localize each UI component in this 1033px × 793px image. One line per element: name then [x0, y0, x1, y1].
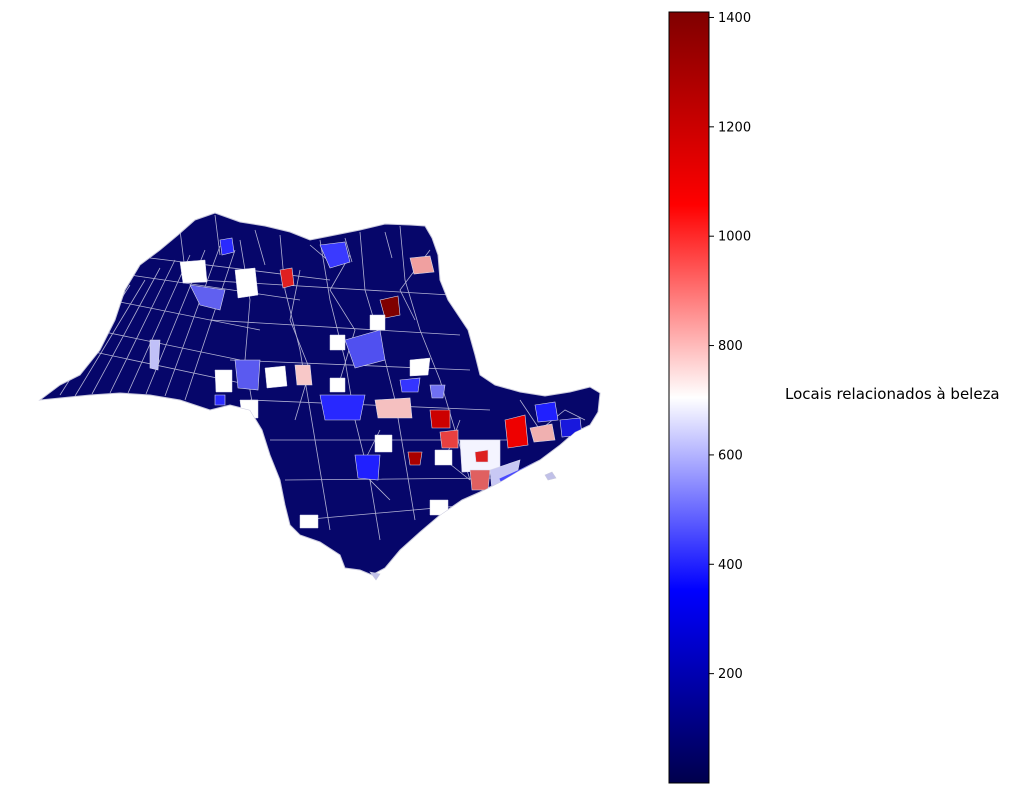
missing-data-areas: [179, 259, 453, 529]
colorbar-ticks: 200 400 600 800 1000 1200 1400: [709, 11, 751, 682]
colorbar-tick-label: 400: [718, 558, 743, 573]
coastal-fragments: [369, 471, 557, 581]
municipality-fills: [149, 237, 583, 491]
colorbar-tick-label: 1400: [718, 11, 751, 26]
colorbar-tick-label: 1200: [718, 120, 751, 135]
colorbar-tick-label: 800: [718, 339, 743, 354]
colorbar: 200 400 600 800 1000 1200 1400 Locais relacion…: [668, 11, 1000, 784]
sao-paulo-state-map: [39, 212, 601, 581]
colorbar-gradient: [668, 11, 710, 784]
colorbar-label: Locais relacionados à beleza: [785, 385, 1000, 403]
colorbar-tick-label: 1000: [718, 230, 751, 245]
colorbar-tick-label: 600: [718, 448, 743, 463]
colorbar-tick-label: 200: [718, 667, 743, 682]
